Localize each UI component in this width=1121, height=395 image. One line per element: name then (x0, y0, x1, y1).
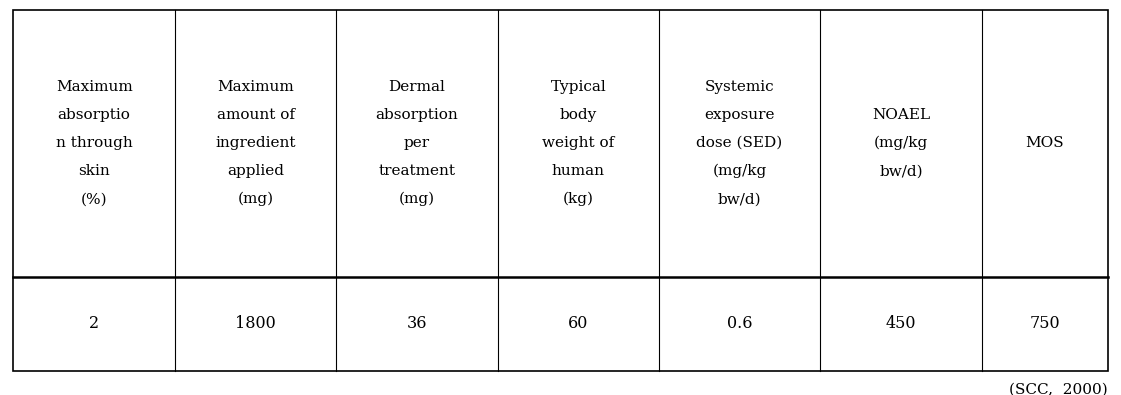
Text: NOAEL

(mg/kg

bw/d): NOAEL (mg/kg bw/d) (872, 108, 930, 179)
Text: Dermal

absorption

per

treatment

(mg): Dermal absorption per treatment (mg) (376, 80, 458, 206)
Text: 750: 750 (1029, 315, 1060, 333)
Text: Maximum

absorptio

n through

skin

(%): Maximum absorptio n through skin (%) (56, 80, 132, 206)
Text: MOS: MOS (1026, 136, 1064, 150)
Text: 2: 2 (89, 315, 99, 333)
Text: 36: 36 (407, 315, 427, 333)
Text: Systemic

exposure

dose (SED)

(mg/kg

bw/d): Systemic exposure dose (SED) (mg/kg bw/d… (696, 80, 782, 206)
Text: 60: 60 (568, 315, 589, 333)
Text: 0.6: 0.6 (726, 315, 752, 333)
Text: Typical

body

weight of

human

(kg): Typical body weight of human (kg) (543, 80, 614, 206)
Text: 450: 450 (886, 315, 916, 333)
Text: 1800: 1800 (235, 315, 276, 333)
Text: (SCC,  2000): (SCC, 2000) (1009, 383, 1108, 395)
Text: Maximum

amount of

ingredient

applied

(mg): Maximum amount of ingredient applied (mg… (215, 80, 296, 206)
